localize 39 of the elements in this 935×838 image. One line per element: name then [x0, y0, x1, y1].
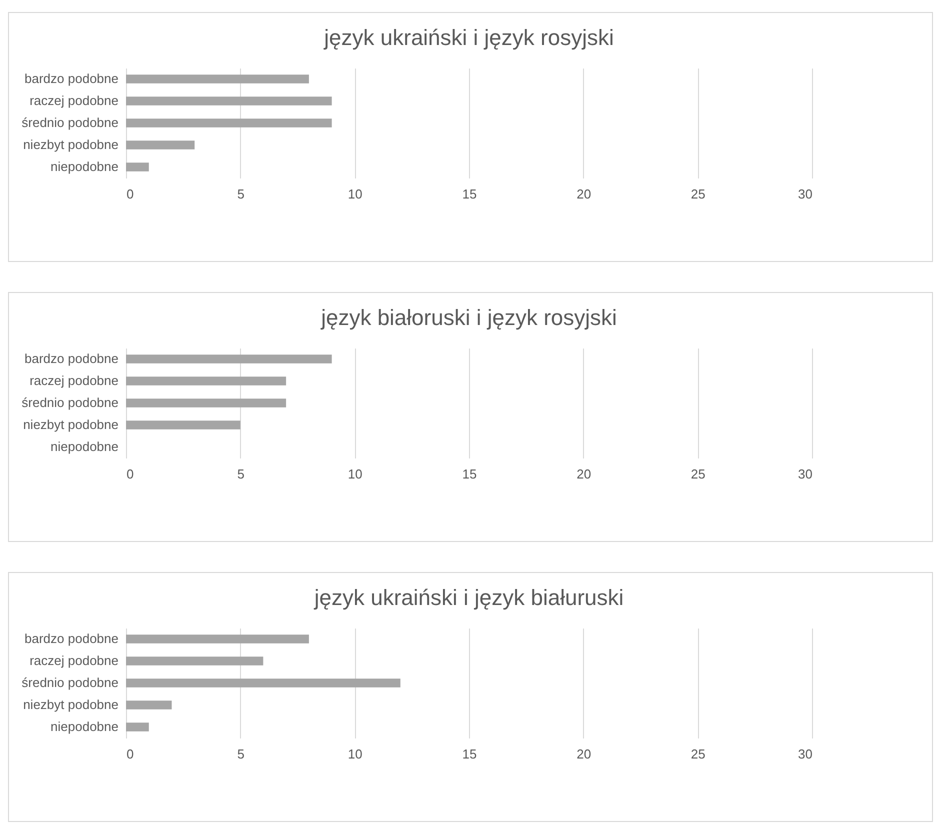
y-tick-label: bardzo podobne	[24, 71, 118, 86]
y-tick-label: niepodobne	[50, 719, 118, 734]
x-tick-label: 10	[348, 186, 362, 202]
x-tick-label: 0	[126, 746, 134, 762]
y-tick-label: raczej podobne	[30, 93, 118, 108]
x-tick-label: 5	[237, 466, 244, 482]
x-tick-label: 20	[576, 746, 592, 762]
y-tick-label: niezbyt podobne	[23, 417, 118, 432]
x-tick-label: 10	[348, 746, 362, 762]
x-tick-label: 0	[126, 466, 134, 482]
chart-title: język ukraiński i język rosyjski	[323, 25, 614, 50]
y-tick-label: niepodobne	[50, 159, 118, 174]
y-tick-label: raczej podobne	[30, 653, 118, 668]
y-tick-label: raczej podobne	[30, 373, 118, 388]
y-tick-label: średnio podobne	[22, 675, 118, 690]
x-tick-label: 30	[798, 186, 812, 202]
x-tick-label: 15	[462, 746, 477, 762]
x-tick-label: 25	[690, 186, 706, 202]
y-tick-label: średnio podobne	[22, 395, 118, 410]
x-tick-label: 15	[462, 466, 477, 482]
chart-title: język białoruski i język rosyjski	[320, 305, 617, 330]
x-tick-label: 5	[237, 746, 244, 762]
x-tick-label: 30	[798, 746, 812, 762]
x-tick-label: 20	[576, 186, 592, 202]
y-tick-label: bardzo podobne	[24, 351, 118, 366]
x-tick-label: 10	[348, 466, 362, 482]
y-tick-label: niepodobne	[50, 439, 118, 454]
x-tick-label: 5	[237, 186, 244, 202]
x-tick-label: 25	[690, 466, 706, 482]
y-tick-label: bardzo podobne	[24, 631, 118, 646]
x-tick-label: 25	[690, 746, 706, 762]
x-tick-label: 30	[798, 466, 812, 482]
y-tick-label: niezbyt podobne	[23, 697, 118, 712]
x-tick-label: 20	[576, 466, 592, 482]
x-tick-label: 15	[462, 186, 477, 202]
x-tick-label: 0	[126, 186, 134, 202]
chart-title: język ukraiński i język białuruski	[313, 585, 624, 610]
y-tick-label: średnio podobne	[22, 115, 118, 130]
y-tick-label: niezbyt podobne	[23, 137, 118, 152]
